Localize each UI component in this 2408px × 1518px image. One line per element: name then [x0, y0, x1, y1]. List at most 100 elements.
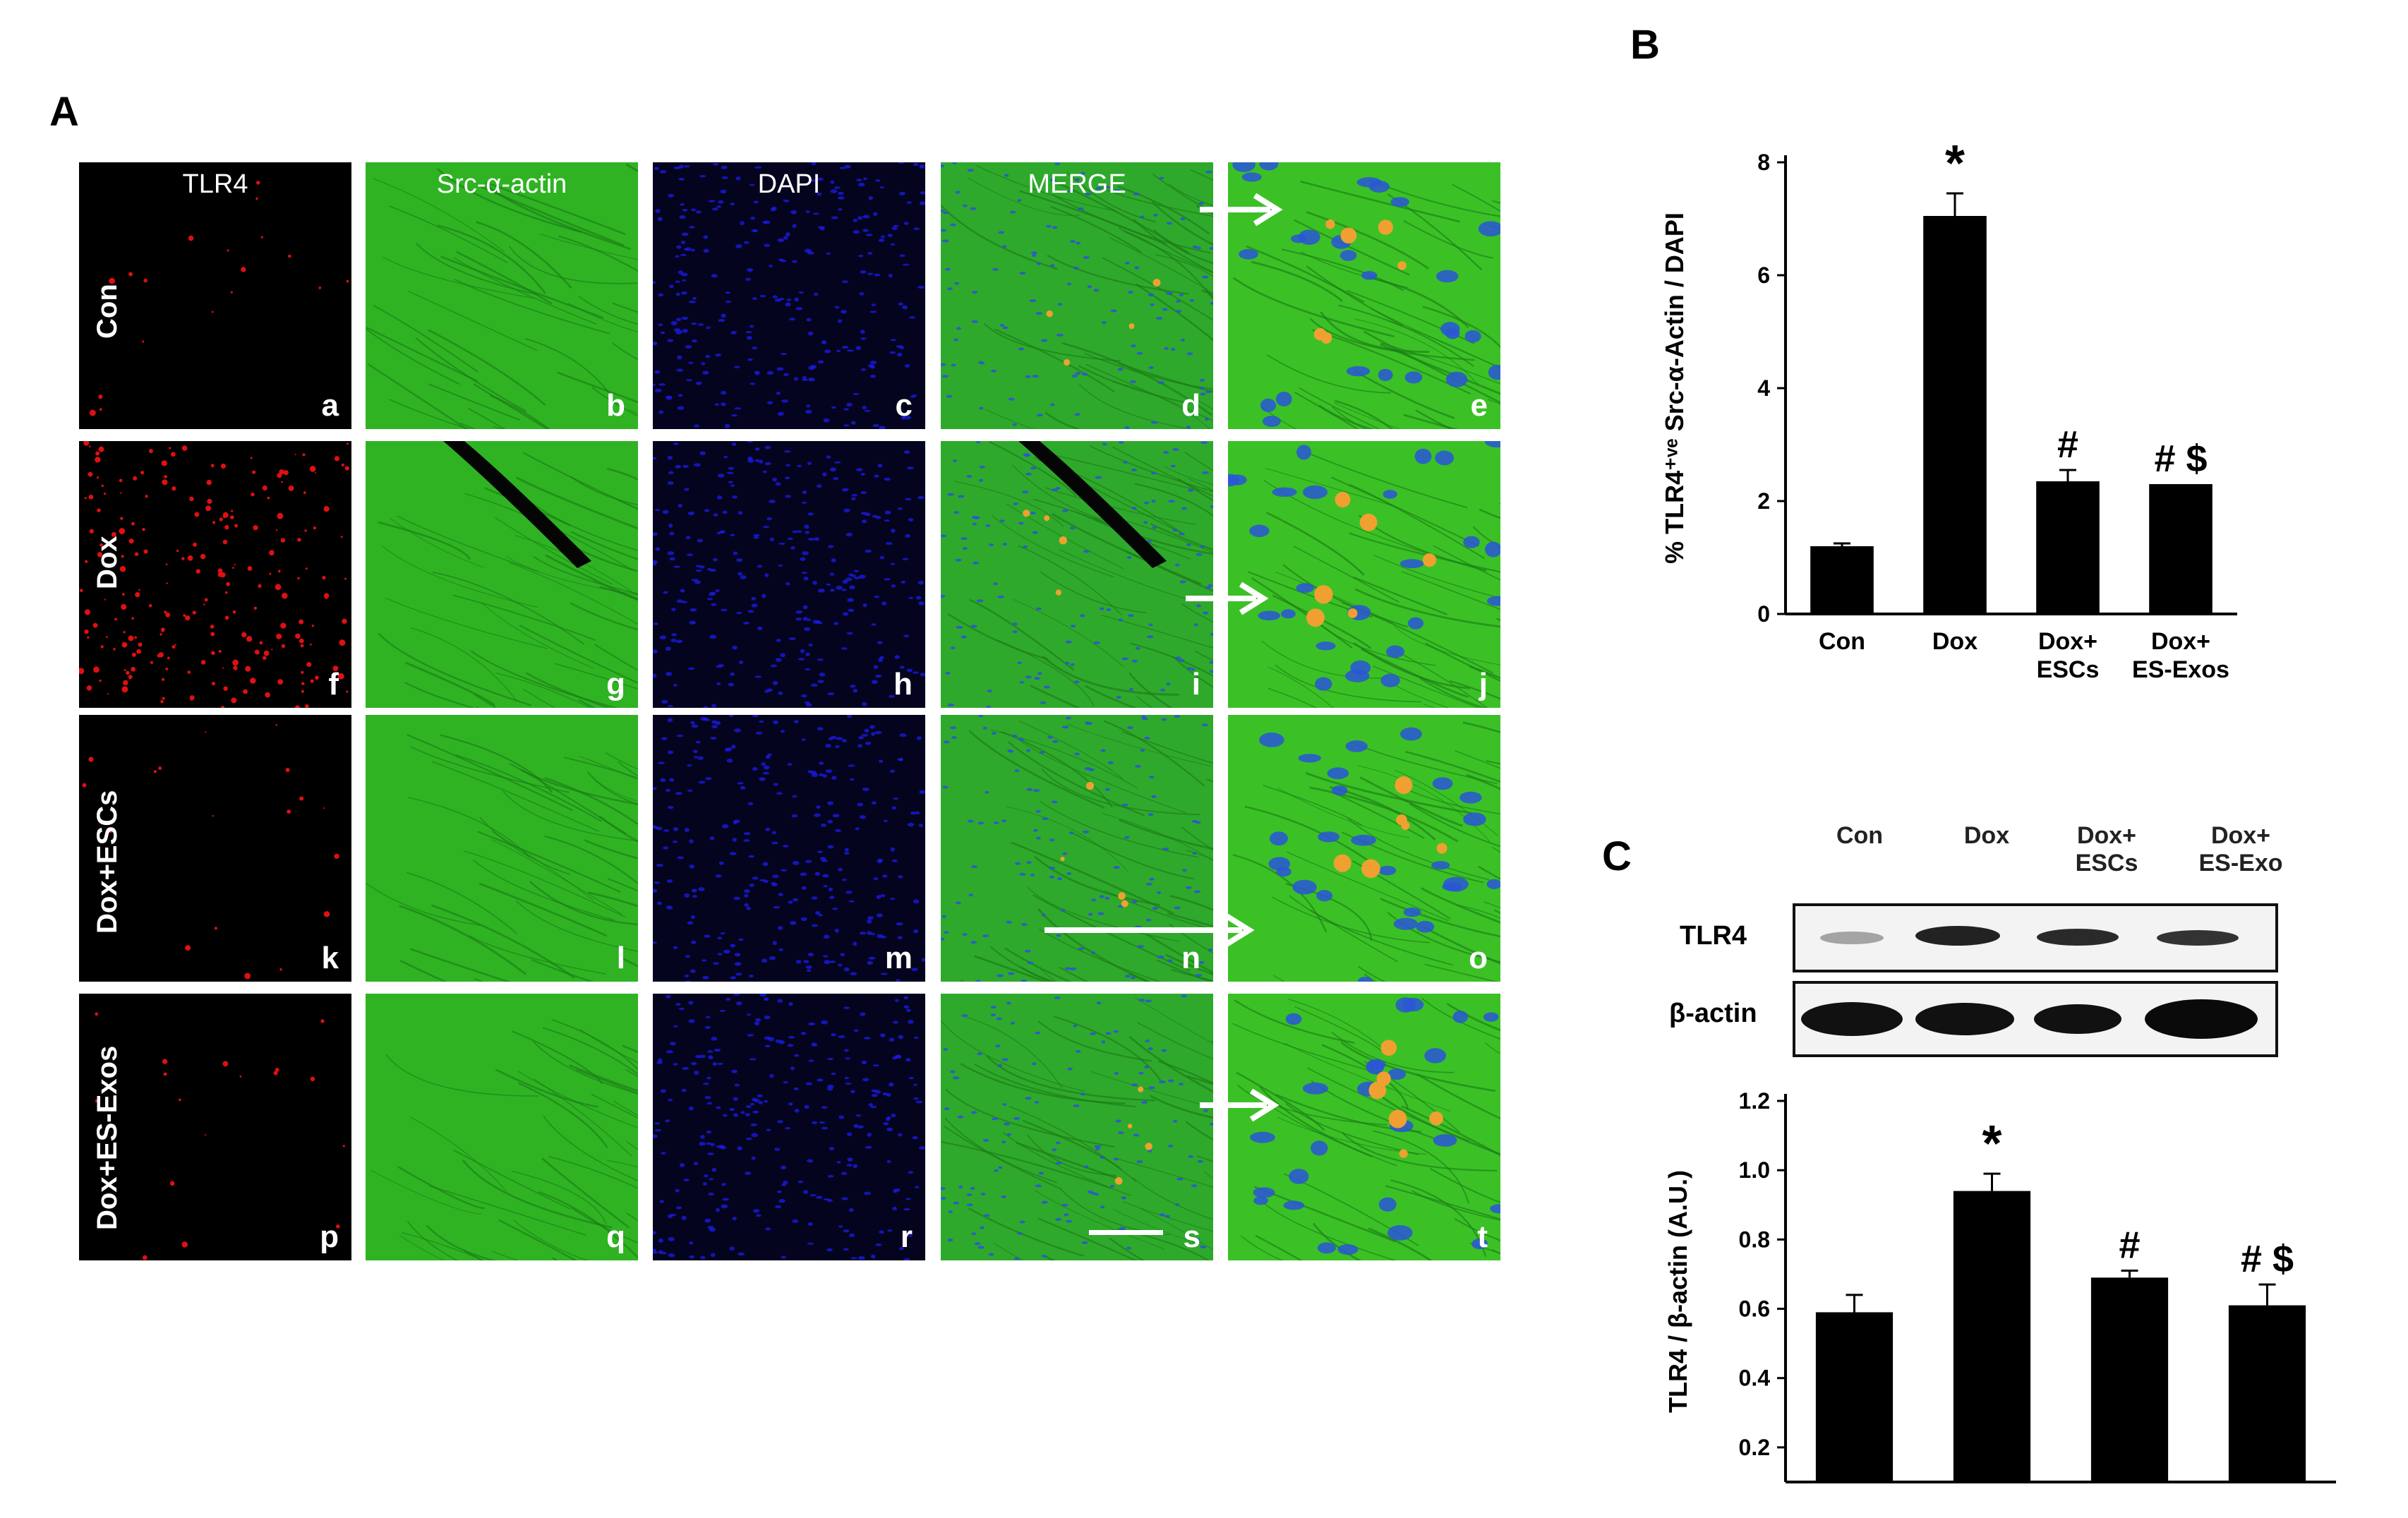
actin-image: l [366, 715, 638, 982]
dapi-image: h [653, 441, 925, 708]
tile-letter: n [1181, 941, 1200, 975]
bar [1923, 216, 1987, 614]
y-tick-label: 0.2 [1739, 1435, 1770, 1460]
y-tick-label: 1.2 [1739, 1088, 1770, 1114]
dapi-image: DAPI c [653, 162, 925, 429]
tissue-texture [89, 181, 349, 416]
x-tick-label: Con [1819, 628, 1865, 655]
column-header: DAPI [757, 169, 821, 199]
tissue-texture [941, 162, 1213, 429]
blot-row-label-tlr4: TLR4 [1680, 921, 1747, 951]
panel-c-letter: C [1602, 833, 1632, 879]
tissue-texture [941, 994, 1213, 1260]
tissue-texture [653, 441, 925, 708]
x-tick-label: ES-Exos [2132, 656, 2229, 683]
y-tick-label: 0.8 [1739, 1227, 1770, 1252]
y-tick-label: 0.4 [1739, 1366, 1771, 1391]
bar [1953, 1191, 2031, 1482]
tissue-texture [79, 441, 349, 708]
tile-letter: r [900, 1219, 913, 1254]
dapi-image: r [653, 994, 925, 1260]
bar [2149, 484, 2213, 614]
y-tick-label: 6 [1757, 263, 1770, 288]
tile-letter: t [1477, 1219, 1488, 1254]
bar [1810, 546, 1874, 614]
row-label: Dox+ES-Exos [92, 1045, 123, 1230]
y-tick-label: 1.0 [1739, 1157, 1770, 1183]
blot-lane-label: Dox+ ES-Exo [2198, 822, 2283, 877]
column-header: Src-α-actin [436, 169, 567, 199]
zoom-image: e [1228, 162, 1500, 429]
significance-marker: # [2119, 1224, 2140, 1267]
y-axis-label: % TLR4⁺ᵛᵉ Src-α-Actin / DAPI [1660, 212, 1689, 564]
blot-lane-label: Dox+ ESCs [2075, 822, 2138, 877]
merge-image: s [941, 994, 1213, 1260]
tile-letter: i [1191, 667, 1200, 701]
actin-image: Src-α-actin b [366, 162, 638, 429]
blot-strip-actin [1793, 981, 2278, 1057]
panel-b-letter: B [1630, 22, 1660, 68]
actin-bands [1801, 999, 2258, 1039]
tile-letter: l [616, 941, 625, 975]
x-tick-label: Dox+ [2038, 628, 2097, 655]
blot-lane-label: Dox [1963, 822, 2010, 849]
scale-bar [1089, 1230, 1163, 1235]
tile-letter: j [1479, 667, 1488, 701]
merge-image: MERGE d [941, 162, 1213, 429]
tissue-texture [1232, 997, 1500, 1260]
column-header: MERGE [1028, 169, 1126, 199]
row-label: Con [92, 284, 123, 339]
blot-lane-label: Con [1836, 822, 1884, 849]
tile-letter: m [884, 941, 913, 975]
tile-letter: e [1470, 388, 1488, 423]
y-tick-label: 4 [1757, 375, 1770, 401]
tissue-texture [366, 734, 638, 982]
tile-letter: o [1469, 941, 1488, 975]
tile-letter: a [321, 388, 339, 423]
x-tick-label: Dox [1932, 628, 1977, 655]
significance-marker: * [1945, 135, 1965, 192]
y-tick-label: 0 [1757, 601, 1770, 627]
row-label: Dox+ESCs [92, 790, 123, 934]
zoom-image: o [1228, 715, 1500, 982]
tlr4-bands [1820, 926, 2239, 946]
tlr4-image: TLR4 a Con [79, 162, 351, 429]
actin-image: q [366, 994, 638, 1260]
significance-marker: # $ [2241, 1238, 2294, 1280]
tile-letter: f [328, 667, 339, 701]
tile-letter: d [1181, 388, 1200, 423]
tile-letter: q [606, 1219, 625, 1254]
blot-strip-tlr4 [1793, 903, 2278, 972]
tissue-texture [82, 723, 339, 980]
y-axis-label: TLR4 / β-actin (A.U.) [1663, 1170, 1692, 1413]
dapi-image: m [653, 715, 925, 982]
tile-letter: b [606, 388, 625, 423]
tlr4-image: p Dox+ES-Exos [79, 994, 351, 1260]
merge-image: n [941, 715, 1213, 982]
x-tick-label: ESCs [2037, 656, 2100, 683]
tissue-texture [378, 441, 638, 708]
panel-b-chart: 0 2 4 6 8 % TLR4⁺ᵛᵉ Src-α-Actin / DAPI Con * Dox… [1660, 135, 2237, 683]
zoom-image: t [1228, 994, 1500, 1260]
tissue-texture [653, 994, 925, 1260]
tile-letter: c [895, 388, 913, 423]
tissue-texture [366, 163, 638, 429]
significance-marker: * [1982, 1116, 2001, 1172]
zoom-image: j [1228, 441, 1500, 708]
tissue-texture [1228, 441, 1500, 708]
tlr4-image: k Dox+ESCs [79, 715, 351, 982]
actin-image: g [366, 441, 638, 708]
bar [2228, 1305, 2306, 1482]
tile-letter: k [321, 941, 339, 975]
tile-letter: h [893, 667, 913, 701]
tissue-texture [1232, 721, 1500, 982]
blot-row-label-actin: β-actin [1669, 999, 1757, 1028]
tile-letter: g [606, 667, 625, 701]
x-tick-label: Dox+ [2151, 628, 2210, 655]
y-tick-label: 0.6 [1739, 1296, 1770, 1322]
tissue-texture [941, 441, 1213, 708]
bar [1815, 1312, 1894, 1482]
panel-c-chart: 0.2 0.4 0.6 0.8 1.0 1.2 TLR4 / β-actin (A.U.) *… [1663, 1088, 2336, 1483]
bar [2090, 1277, 2169, 1482]
row-label: Dox [92, 536, 123, 589]
